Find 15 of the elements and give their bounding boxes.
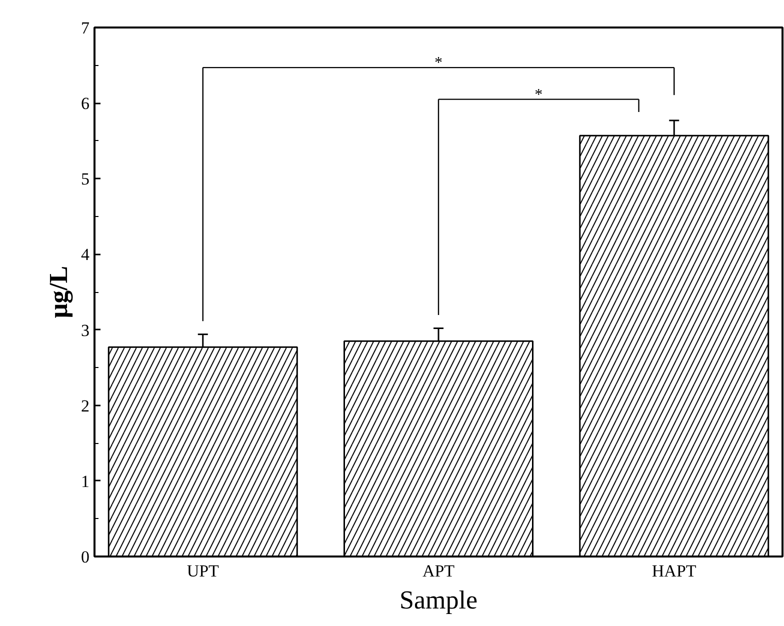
annotation: * xyxy=(434,54,442,72)
y-tick-label: 7 xyxy=(81,18,90,38)
y-tick-label: 3 xyxy=(81,320,90,340)
y-axis-title: μg/L xyxy=(44,266,73,318)
x-tick-label: APT xyxy=(422,562,456,580)
y-tick-label: 0 xyxy=(81,548,90,566)
x-tick-label: HAPT xyxy=(652,562,697,580)
annotation: * xyxy=(534,86,543,104)
y-tick-label: 4 xyxy=(81,245,90,264)
y-tick-label: 1 xyxy=(81,472,90,491)
x-tick-label: UPT xyxy=(186,562,220,580)
y-tick-label: 6 xyxy=(81,94,90,114)
y-tick-label: 2 xyxy=(81,396,90,416)
y-tick-label: 5 xyxy=(81,170,90,189)
x-axis-title: Sample xyxy=(400,586,478,614)
